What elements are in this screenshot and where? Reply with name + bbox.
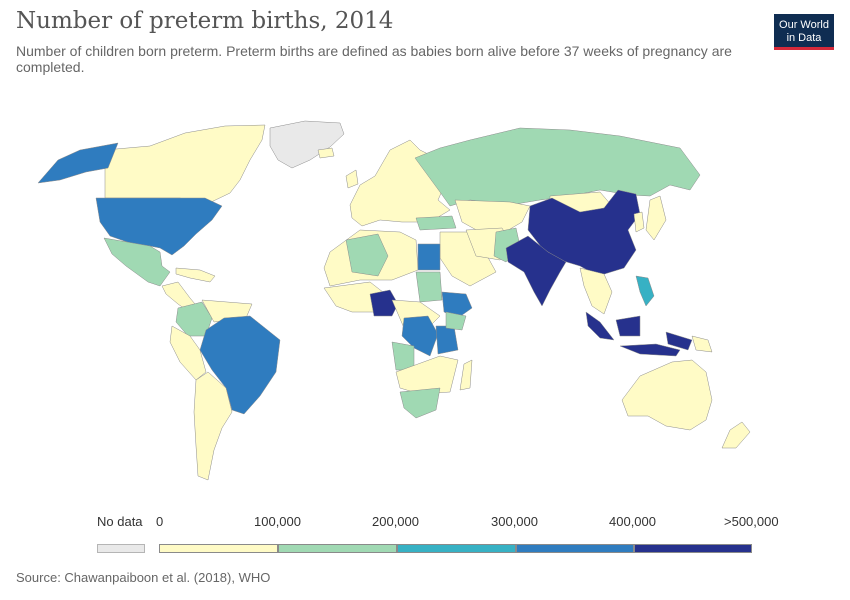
legend-bin-2[interactable] [397, 544, 516, 553]
legend-tick-2: 200,000 [372, 514, 419, 529]
source-note: Source: Chawanpaiboon et al. (2018), WHO [16, 570, 271, 585]
legend-tick-1: 100,000 [254, 514, 301, 529]
legend-tick-5: >500,000 [724, 514, 779, 529]
country-greenland[interactable] [269, 120, 345, 169]
legend-nodata-swatch[interactable] [97, 544, 145, 553]
legend-bin-3[interactable] [516, 544, 634, 553]
legend-nodata-label: No data [97, 514, 143, 529]
country-indonesia[interactable] [585, 311, 693, 357]
legend-bin-1[interactable] [278, 544, 397, 553]
country-egypt[interactable] [417, 243, 441, 271]
legend-bin-4[interactable] [634, 544, 752, 553]
region-caribbean[interactable] [175, 267, 216, 283]
country-philippines[interactable] [635, 275, 655, 307]
country-sudan[interactable] [415, 271, 443, 303]
legend-bin-0[interactable] [159, 544, 278, 553]
country-ethiopia[interactable] [441, 291, 473, 319]
country-uk[interactable] [345, 169, 359, 189]
country-india[interactable] [505, 235, 567, 307]
chart-subtitle: Number of children born preterm. Preterm… [16, 43, 732, 75]
country-papua-new-guinea[interactable] [691, 335, 713, 353]
country-brazil[interactable] [199, 315, 281, 415]
region-southern-africa[interactable] [395, 355, 459, 395]
country-usa-alaska[interactable] [37, 142, 119, 184]
region-east-africa[interactable] [445, 311, 467, 331]
logo-line-2: in Data [786, 32, 822, 44]
country-madagascar[interactable] [459, 359, 473, 391]
country-nigeria[interactable] [369, 289, 399, 317]
country-turkey[interactable] [415, 215, 457, 231]
country-algeria[interactable] [345, 233, 389, 277]
region-central-asia[interactable] [454, 199, 531, 233]
country-south-africa[interactable] [399, 387, 441, 419]
country-russia[interactable] [414, 127, 701, 207]
country-canada[interactable] [104, 124, 266, 206]
country-usa[interactable] [95, 197, 223, 256]
country-australia[interactable] [621, 359, 713, 431]
country-mexico[interactable] [103, 237, 171, 287]
legend-tick-4: 400,000 [609, 514, 656, 529]
region-southern-cone[interactable] [193, 371, 233, 481]
logo-line-1: Our World [779, 19, 829, 31]
country-iceland[interactable] [317, 147, 335, 159]
country-angola[interactable] [391, 341, 415, 371]
country-dr-congo[interactable] [401, 315, 439, 357]
country-japan[interactable] [645, 195, 667, 241]
world-map[interactable] [0, 100, 850, 500]
country-new-zealand[interactable] [721, 421, 751, 449]
region-korea[interactable] [633, 211, 645, 233]
legend-tick-0: 0 [156, 514, 164, 529]
region-ecuador-peru[interactable] [169, 325, 207, 381]
region-southeast-asia[interactable] [579, 267, 613, 315]
chart-title: Number of preterm births, 2014 [16, 8, 394, 34]
legend-tick-3: 300,000 [491, 514, 538, 529]
country-tanzania[interactable] [435, 325, 459, 355]
owid-logo[interactable]: Our World in Data [774, 14, 834, 50]
